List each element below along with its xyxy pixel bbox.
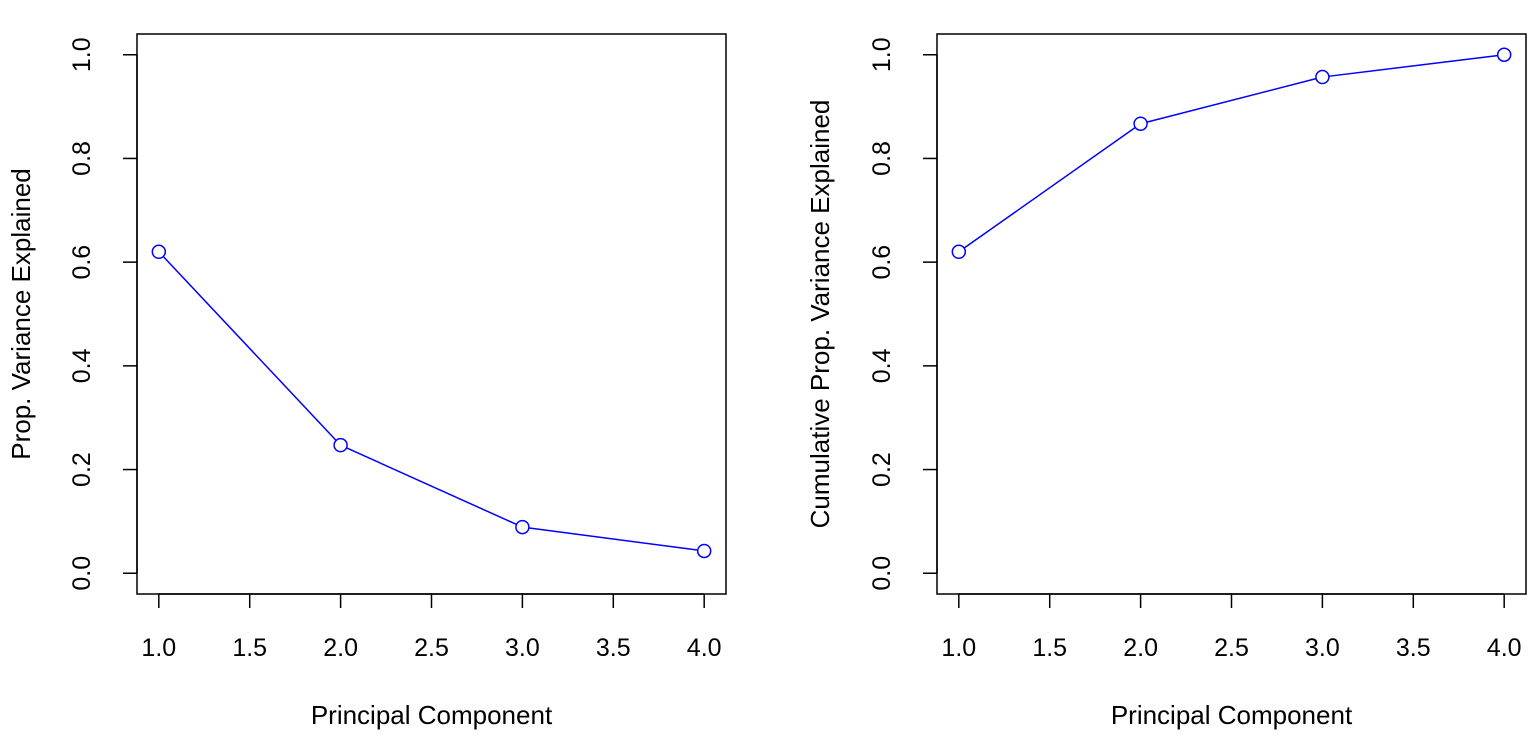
left-y-tick-label: 0.0 xyxy=(68,556,96,591)
left-x-tick-label: 3.0 xyxy=(505,634,540,662)
right-data-point xyxy=(951,244,967,260)
left-y-tick-label: 0.4 xyxy=(68,348,96,383)
right-y-tick-label: 0.0 xyxy=(868,556,896,591)
left-y-tick-label: 0.8 xyxy=(68,141,96,176)
left-series-line-segment xyxy=(346,447,517,525)
right-data-marks xyxy=(951,47,1512,260)
left-x-tick-label: 1.5 xyxy=(232,634,267,662)
left-y-tick-label: 1.0 xyxy=(68,37,96,72)
right-plot-frame xyxy=(936,33,1527,595)
left-x-tick-label: 4.0 xyxy=(687,634,722,662)
right-y-axis-label: Cumulative Prop. Variance Explained xyxy=(805,100,835,529)
left-series-line-segment xyxy=(529,527,698,551)
right-x-tick-label: 1.5 xyxy=(1032,634,1067,662)
right-series-line-segment xyxy=(1329,54,1498,77)
left-x-tick-label: 2.5 xyxy=(414,634,449,662)
right-y-tick-label: 1.0 xyxy=(868,37,896,72)
right-y-tick-label: 0.6 xyxy=(868,245,896,280)
left-y-axis-label: Prop. Variance Explained xyxy=(6,168,36,459)
right-series-line-segment xyxy=(964,127,1136,249)
right-x-tick-label: 3.5 xyxy=(1396,634,1431,662)
left-x-tick-label: 1.0 xyxy=(141,634,176,662)
right-x-tick-label: 2.5 xyxy=(1214,634,1249,662)
right-x-tick-label: 1.0 xyxy=(941,634,976,662)
right-x-tick-label: 3.0 xyxy=(1305,634,1340,662)
right-x-tick-label: 2.0 xyxy=(1123,634,1158,662)
right-x-axis-label: Principal Component xyxy=(1111,700,1353,730)
left-chart-panel: 1.0 1.5 2.0 2.5 3.0 3.5 4.0 0.0 0.2 0.4 0.6 0.8 1.0… xyxy=(6,33,727,730)
right-data-point xyxy=(1315,69,1330,85)
left-plot-frame xyxy=(136,33,727,595)
left-y-axis: 0.0 0.2 0.4 0.6 0.8 1.0 xyxy=(68,37,138,591)
right-y-tick-label: 0.2 xyxy=(868,452,896,487)
right-x-axis: 1.0 1.5 2.0 2.5 3.0 3.5 4.0 xyxy=(941,593,1522,662)
right-data-point xyxy=(1133,116,1148,131)
right-chart-panel: 1.0 1.5 2.0 2.5 3.0 3.5 4.0 0.0 0.2 0.4 0.6 0.8 1.0… xyxy=(805,33,1527,730)
left-y-tick-label: 0.2 xyxy=(68,452,96,487)
right-series-line-segment xyxy=(1147,78,1316,123)
left-series-line-segment xyxy=(163,256,337,441)
left-data-point xyxy=(515,519,530,535)
left-data-point xyxy=(696,543,712,559)
right-x-tick-label: 4.0 xyxy=(1487,634,1522,662)
right-y-axis: 0.0 0.2 0.4 0.6 0.8 1.0 xyxy=(868,37,938,591)
left-data-point xyxy=(151,244,167,260)
left-x-axis-label: Principal Component xyxy=(311,700,553,730)
left-x-axis: 1.0 1.5 2.0 2.5 3.0 3.5 4.0 xyxy=(141,593,722,662)
left-x-tick-label: 3.5 xyxy=(596,634,631,662)
right-data-point xyxy=(1496,47,1512,62)
right-y-tick-label: 0.8 xyxy=(868,141,896,176)
left-data-point xyxy=(333,437,348,453)
right-y-tick-label: 0.4 xyxy=(868,348,896,383)
left-y-tick-label: 0.6 xyxy=(68,245,96,280)
left-data-marks xyxy=(151,244,712,559)
left-x-tick-label: 2.0 xyxy=(323,634,358,662)
